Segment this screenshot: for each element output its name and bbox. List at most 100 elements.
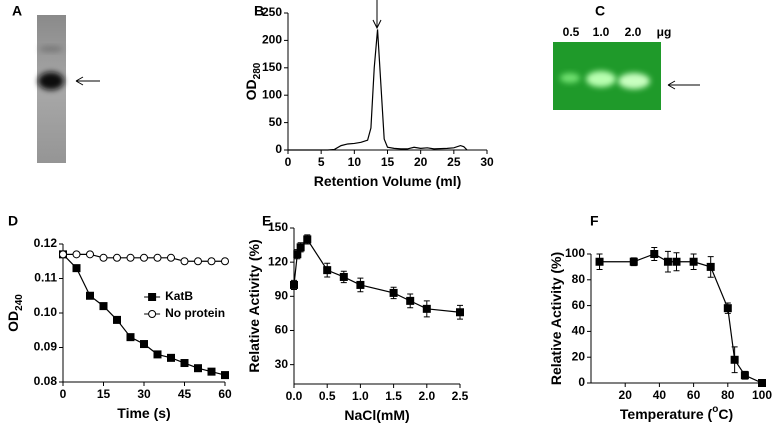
panel-label: C [595, 3, 605, 19]
legend-label: No protein [165, 306, 225, 320]
peak-arrow [372, 0, 382, 30]
y-tick-label: 200 [262, 33, 282, 47]
x-tick-label: 45 [178, 387, 192, 401]
x-axis-label: NaCl(mM) [344, 407, 409, 423]
x-tick-label: 2.5 [452, 389, 469, 403]
label-part: C) [718, 406, 733, 422]
y-tick-label: 250 [262, 5, 282, 19]
marker [99, 253, 108, 262]
marker [650, 250, 659, 258]
x-tick-label: 15 [381, 155, 395, 169]
y-tick-label: 0.09 [34, 340, 58, 354]
chart: D 0 15 30 45 60 0.08 0.09 0.10 0.11 0.12 KatB No pro… [8, 213, 232, 401]
panel-label: A [12, 3, 22, 19]
x-tick-label: 0.0 [286, 389, 303, 403]
y-tick-label: 120 [268, 254, 288, 268]
y-tick-label: 0.11 [34, 271, 57, 285]
x-tick-label: 0.5 [319, 389, 336, 403]
y-tick-label: 40 [572, 324, 586, 338]
chart: B 0 5 10 15 20 25 30 0 50 100 150 200 250 [254, 3, 494, 169]
x-tick-label: 0 [285, 155, 292, 169]
label-part: 280 [252, 62, 263, 79]
marker [72, 264, 81, 273]
y-tick-label: 0 [275, 142, 282, 156]
label-part: Relative Activity (%) [548, 252, 564, 385]
legend-label: KatB [165, 289, 193, 303]
marker [86, 250, 94, 259]
marker [126, 253, 135, 262]
label-part: 240 [14, 294, 25, 311]
marker [730, 355, 739, 364]
marker [672, 257, 681, 266]
marker [126, 333, 135, 342]
x-axis-label: Temperature (oC) [620, 404, 733, 422]
x-tick-label: 80 [721, 388, 735, 402]
marker [389, 288, 398, 297]
label-part: Time (s) [117, 405, 170, 421]
marker [207, 367, 216, 376]
marker [140, 340, 148, 349]
label-part: Retention Volume (ml) [314, 173, 462, 189]
unit-label: μg [657, 25, 672, 39]
lane-label: 0.5 [563, 25, 580, 39]
marker [689, 257, 698, 266]
marker [356, 280, 365, 289]
x-tick-label: 25 [447, 155, 461, 169]
panel-label: B [254, 3, 264, 19]
x-tick-label: 1.5 [385, 389, 402, 403]
y-tick-label: 50 [269, 115, 283, 129]
y-tick-label: 0.08 [34, 374, 58, 388]
marker [99, 302, 108, 311]
line [293, 238, 461, 313]
y-tick-label: 150 [268, 220, 288, 234]
marker [406, 296, 415, 305]
panel-label: F [590, 213, 599, 229]
y-tick-label: 0.12 [34, 236, 58, 250]
x-tick-label: 100 [752, 388, 772, 402]
lane-label: 1.0 [593, 25, 610, 39]
x-tick-label: 1.0 [352, 389, 369, 403]
marker [663, 257, 672, 266]
x-tick-label: 20 [619, 388, 633, 402]
panel-label: E [262, 213, 271, 229]
x-tick-label: 5 [318, 155, 325, 169]
marker [140, 253, 148, 262]
x-axis-label: Time (s) [117, 405, 170, 421]
marker [758, 379, 766, 387]
marker [221, 371, 229, 380]
y-axis-label: OD280 [243, 62, 263, 100]
y-tick-label: 100 [262, 87, 282, 101]
marker [723, 304, 732, 313]
chart: E 0.0 0.5 1.0 1.5 2.0 2.5 30 60 90 120 150 [262, 213, 469, 403]
arrow-head [372, 19, 382, 30]
marker [194, 257, 202, 266]
y-tick-label: 80 [572, 272, 586, 286]
label-part: Relative Activity (%) [246, 239, 262, 372]
y-tick-label: 100 [565, 246, 585, 260]
gel-band [560, 73, 580, 83]
marker [323, 266, 332, 275]
marker [153, 350, 162, 359]
marker [180, 359, 189, 368]
marker [59, 250, 67, 259]
marker [167, 253, 175, 262]
x-tick-label: 0 [60, 387, 67, 401]
x-tick-label: 2.0 [418, 389, 435, 403]
legend: KatB No protein [144, 289, 225, 320]
x-tick-label: 30 [137, 387, 151, 401]
marker [296, 243, 305, 252]
x-tick-label: 15 [97, 387, 111, 401]
panel-label: D [8, 213, 18, 229]
chart: F 20 40 60 80 100 0 20 40 60 80 100 [565, 213, 772, 402]
marker [456, 308, 464, 317]
y-tick-label: 20 [572, 349, 586, 363]
x-tick-label: 40 [653, 388, 667, 402]
marker [113, 253, 121, 262]
y-axis-label: OD240 [5, 294, 25, 332]
marker [180, 257, 189, 266]
x-tick-label: 60 [687, 388, 701, 402]
gel-band [586, 71, 616, 87]
x-tick-label: 10 [348, 155, 362, 169]
marker [148, 310, 157, 318]
marker [339, 272, 348, 281]
